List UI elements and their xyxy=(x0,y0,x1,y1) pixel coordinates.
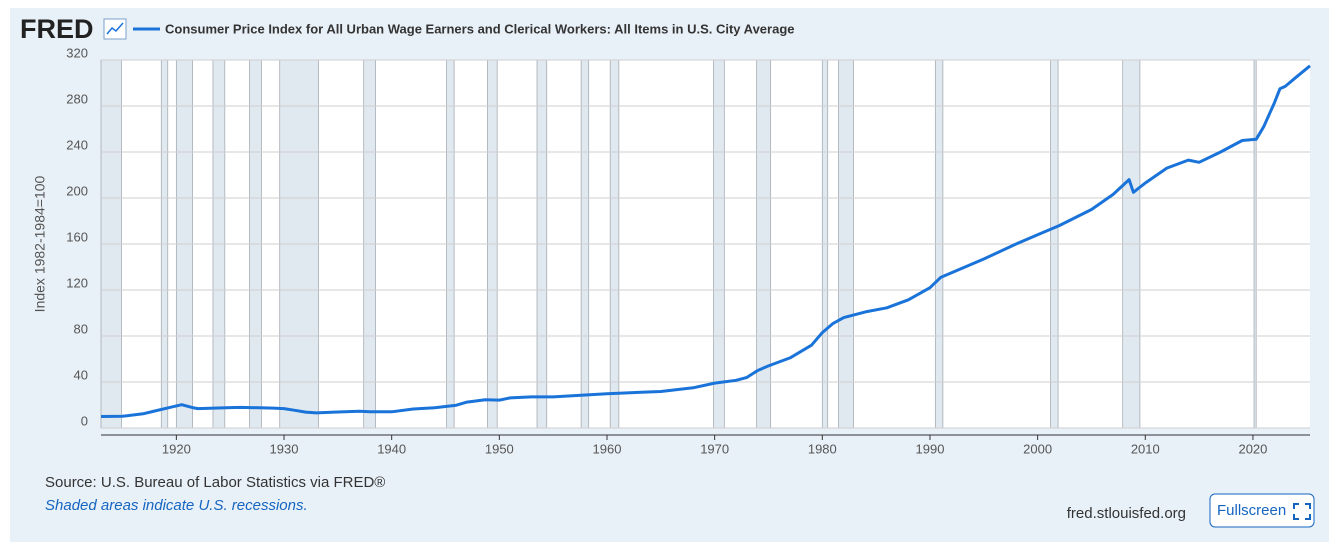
logo-icon-line xyxy=(106,22,124,35)
y-tick-label: 200 xyxy=(66,183,88,198)
legend-label: Consumer Price Index for All Urban Wage … xyxy=(165,21,794,36)
y-tick-label: 0 xyxy=(81,413,88,428)
source: Source: U.S. Bureau of Labor Statistics … xyxy=(45,474,385,491)
y-tick-label: 80 xyxy=(74,321,88,336)
y-tick-label: 160 xyxy=(66,229,88,244)
y-tick-label: 240 xyxy=(66,137,88,152)
logo-icon xyxy=(103,18,127,40)
series-line xyxy=(100,64,1311,418)
y-tick-label: 280 xyxy=(66,91,88,106)
logo: FRED xyxy=(20,14,94,44)
button-icon[interactable] xyxy=(1293,503,1311,520)
fullscreen-button[interactable]: Fullscreen xyxy=(1209,493,1315,528)
x-tick-label: 1950 xyxy=(485,441,514,456)
x-tick-label: 1920 xyxy=(162,441,191,456)
plot: 0 40 80 120 160 200 240 280 320 1920 1930 1940 1950 1… xyxy=(66,45,1311,456)
x-tick-label: 1990 xyxy=(916,441,945,456)
site: fred.stlouisfed.org xyxy=(1067,505,1186,522)
x-tick-label: 1980 xyxy=(808,441,837,456)
note: Shaded areas indicate U.S. recessions. xyxy=(45,497,308,514)
x-tick-label: 2000 xyxy=(1023,441,1052,456)
x-tick-label: 1970 xyxy=(700,441,729,456)
x-tick-label: 2010 xyxy=(1131,441,1160,456)
x-tick-label: 1930 xyxy=(270,441,299,456)
y-tick-label: 120 xyxy=(66,275,88,290)
x-tick-label: 1960 xyxy=(593,441,622,456)
y-tick-label: 320 xyxy=(66,45,88,60)
x-tick-label: 2020 xyxy=(1238,441,1267,456)
y-tick-label: 40 xyxy=(74,367,88,382)
y-axis-label: Index 1982-1984=100 xyxy=(32,175,48,312)
x-tick-label: 1940 xyxy=(377,441,406,456)
button-box[interactable] xyxy=(1209,493,1315,528)
button-label[interactable]: Fullscreen xyxy=(1217,502,1286,519)
